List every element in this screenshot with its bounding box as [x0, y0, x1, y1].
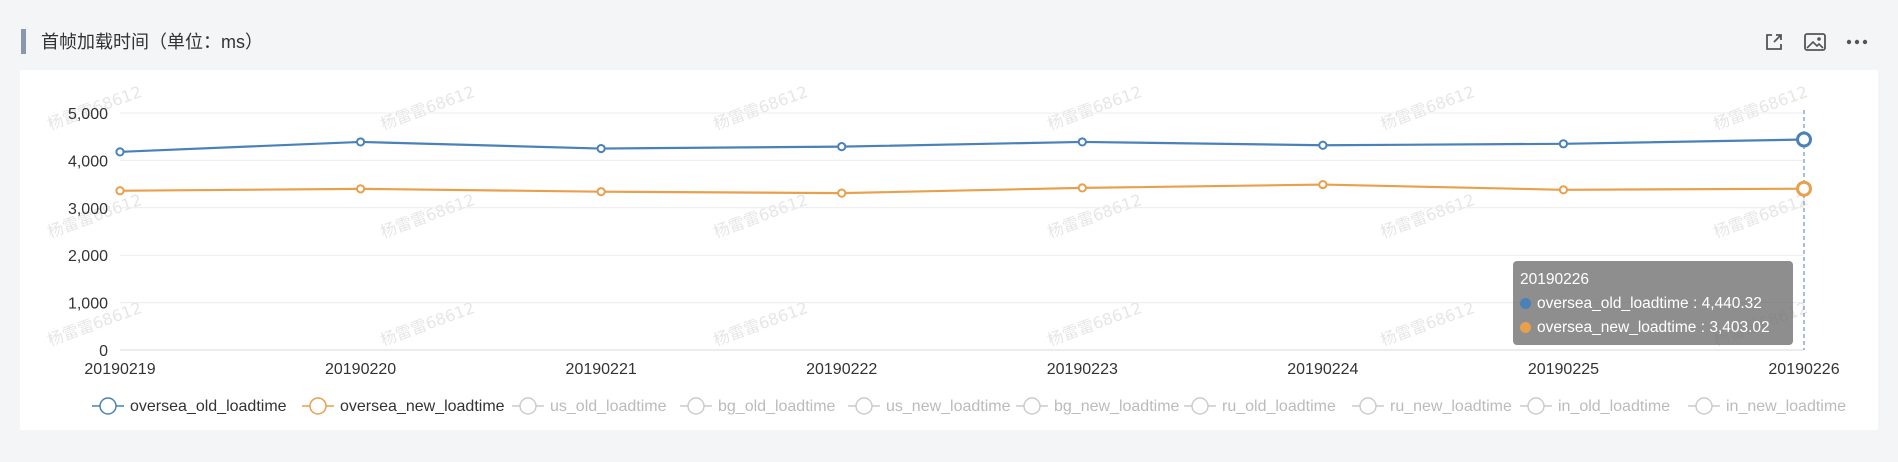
data-point — [837, 142, 847, 152]
legend-item[interactable]: oversea_old_loadtime — [92, 397, 287, 415]
series-line — [119, 183, 1805, 195]
series-line — [119, 138, 1805, 153]
watermark-text: 杨雷雷68612 — [378, 298, 477, 350]
legend-item[interactable]: in_new_loadtime — [1688, 397, 1846, 415]
watermark-text: 杨雷雷68612 — [711, 82, 810, 134]
data-point — [1318, 179, 1328, 190]
watermark-text: 杨雷雷68612 — [1711, 82, 1810, 134]
panel-header: 首帧加载时间（单位：ms） — [0, 0, 1898, 70]
more-icon[interactable] — [1844, 29, 1870, 55]
legend-marker-icon — [1695, 397, 1713, 415]
x-tick-label: 20190219 — [84, 361, 155, 378]
legend-marker-icon — [309, 397, 327, 415]
panel-title: 首帧加载时间（单位：ms） — [41, 32, 263, 52]
legend: oversea_old_loadtime oversea_new_loadtime… — [92, 397, 1846, 415]
image-icon[interactable] — [1802, 29, 1828, 55]
legend-item[interactable]: us_new_loadtime — [848, 397, 1011, 415]
y-tick-label: 3,000 — [68, 201, 108, 218]
y-tick-label: 1,000 — [68, 296, 108, 313]
x-tick-label: 20190223 — [1047, 361, 1118, 378]
x-tick-label: 20190224 — [1287, 361, 1358, 378]
data-point — [115, 186, 125, 196]
legend-marker-icon — [855, 397, 873, 415]
data-point — [1796, 180, 1812, 197]
tooltip-series-value: 3,403.02 — [1709, 319, 1770, 336]
watermark-text: 杨雷雷68612 — [711, 190, 810, 242]
tooltip-row: oversea_new_loadtime : 3,403.02 — [1520, 316, 1786, 340]
data-point — [1077, 183, 1087, 193]
y-tick-label: 2,000 — [68, 248, 108, 265]
data-point — [1077, 137, 1087, 147]
data-point — [1318, 140, 1328, 150]
title-accent-bar — [21, 29, 26, 54]
tooltip-series-name: oversea_old_loadtime — [1537, 295, 1689, 312]
data-point — [1558, 185, 1569, 195]
x-tick-label: 20190221 — [566, 361, 637, 378]
watermark-text: 杨雷雷68612 — [1045, 298, 1144, 350]
watermark-text: 杨雷雷68612 — [1711, 190, 1810, 242]
x-tick-label: 20190226 — [1768, 361, 1839, 378]
legend-marker-icon — [1527, 397, 1545, 415]
y-tick-label: 0 — [99, 343, 108, 360]
share-icon[interactable] — [1761, 29, 1787, 55]
legend-item[interactable]: oversea_new_loadtime — [302, 397, 505, 415]
legend-marker-icon — [687, 397, 705, 415]
watermark-text: 杨雷雷68612 — [1045, 190, 1144, 242]
legend-item[interactable]: us_old_loadtime — [512, 397, 667, 415]
watermark-text: 杨雷雷68612 — [378, 82, 477, 134]
data-point — [596, 187, 606, 197]
data-point — [1796, 131, 1812, 148]
y-tick-label: 4,000 — [68, 153, 108, 170]
legend-item[interactable]: bg_new_loadtime — [1016, 397, 1180, 415]
watermark-text: 杨雷雷68612 — [1378, 190, 1477, 242]
line-chart[interactable]: 杨雷雷68612 杨雷雷68612 杨雷雷68612 杨雷雷68612 杨雷雷68612… — [20, 70, 1878, 430]
data-point — [355, 184, 366, 194]
y-tick-label: 5,000 — [68, 106, 108, 123]
legend-marker-icon — [1023, 397, 1041, 415]
legend-label: in_old_loadtime — [1558, 398, 1670, 415]
legend-label: oversea_old_loadtime — [130, 398, 287, 415]
x-tick-label: 20190225 — [1528, 361, 1599, 378]
legend-label: bg_old_loadtime — [718, 398, 836, 415]
data-point — [115, 147, 125, 157]
legend-item[interactable]: bg_old_loadtime — [680, 397, 836, 415]
watermark-text: 杨雷雷68612 — [711, 298, 810, 350]
watermark-text: 杨雷雷68612 — [378, 190, 477, 242]
tooltip-dot-icon — [1520, 322, 1531, 333]
watermark-text: 杨雷雷68612 — [1378, 82, 1477, 134]
legend-item[interactable]: ru_new_loadtime — [1352, 397, 1512, 415]
tooltip-series-value: 4,440.32 — [1701, 295, 1762, 312]
data-point — [837, 188, 847, 198]
x-tick-label: 20190222 — [806, 361, 877, 378]
chart-tooltip: 20190226 oversea_old_loadtime : 4,440.32… — [1513, 261, 1793, 345]
legend-label: in_new_loadtime — [1726, 398, 1846, 415]
x-tick-label: 20190220 — [325, 361, 396, 378]
legend-marker-icon — [1359, 397, 1377, 415]
legend-label: us_new_loadtime — [886, 398, 1011, 415]
legend-marker-icon — [1191, 397, 1209, 415]
legend-label: bg_new_loadtime — [1054, 398, 1180, 415]
legend-item[interactable]: in_old_loadtime — [1520, 397, 1670, 415]
data-point — [1558, 139, 1569, 149]
tooltip-date: 20190226 — [1520, 271, 1589, 288]
legend-marker-icon — [519, 397, 537, 415]
chart-card: 杨雷雷68612 杨雷雷68612 杨雷雷68612 杨雷雷68612 杨雷雷68612… — [20, 70, 1878, 430]
tooltip-series-name: oversea_new_loadtime — [1537, 319, 1697, 336]
legend-label: us_old_loadtime — [550, 398, 667, 415]
legend-label: ru_old_loadtime — [1222, 398, 1336, 415]
legend-label: ru_new_loadtime — [1390, 398, 1512, 415]
data-point — [355, 137, 366, 147]
legend-item[interactable]: ru_old_loadtime — [1184, 397, 1336, 415]
watermark-text: 杨雷雷68612 — [1378, 298, 1477, 350]
legend-marker-icon — [99, 397, 117, 415]
legend-label: oversea_new_loadtime — [340, 398, 505, 415]
data-point — [596, 143, 606, 154]
tooltip-dot-icon — [1520, 298, 1531, 309]
watermark-text: 杨雷雷68612 — [1045, 82, 1144, 134]
tooltip-row: oversea_old_loadtime : 4,440.32 — [1520, 292, 1786, 316]
